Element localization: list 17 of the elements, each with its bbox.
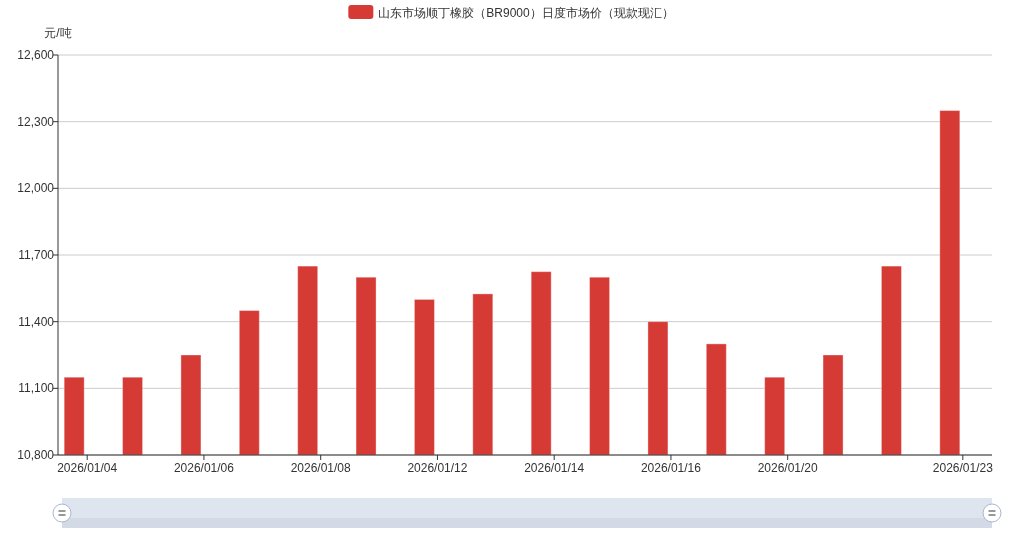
y-tick-label: 10,800: [17, 448, 55, 462]
y-tick-label: 12,000: [17, 181, 55, 196]
y-tick-label: 11,400: [18, 314, 55, 329]
x-tick-label: 2026/01/14: [524, 461, 585, 475]
y-axis-title: 元/吨: [44, 26, 72, 40]
y-tick-label: 12,600: [17, 48, 55, 62]
x-tick-label: 2026/01/20: [757, 461, 819, 475]
legend-label: 山东市场顺丁橡胶（BR9000）日度市场价（现款现汇）: [378, 5, 674, 20]
x-tick-label: 2026/01/08: [290, 461, 352, 475]
x-tick-label: 2026/01/12: [407, 461, 468, 475]
x-tick-label: 2026/01/23: [932, 461, 994, 475]
x-tick-label: 2026/01/16: [640, 461, 702, 475]
y-tick-label: 12,300: [17, 114, 55, 129]
x-tick-label: 2026/01/06: [173, 461, 235, 475]
y-tick-label: 11,700: [18, 248, 55, 262]
y-tick-label: 11,100: [18, 381, 55, 396]
x-tick-label: 2026/01/04: [57, 461, 118, 475]
